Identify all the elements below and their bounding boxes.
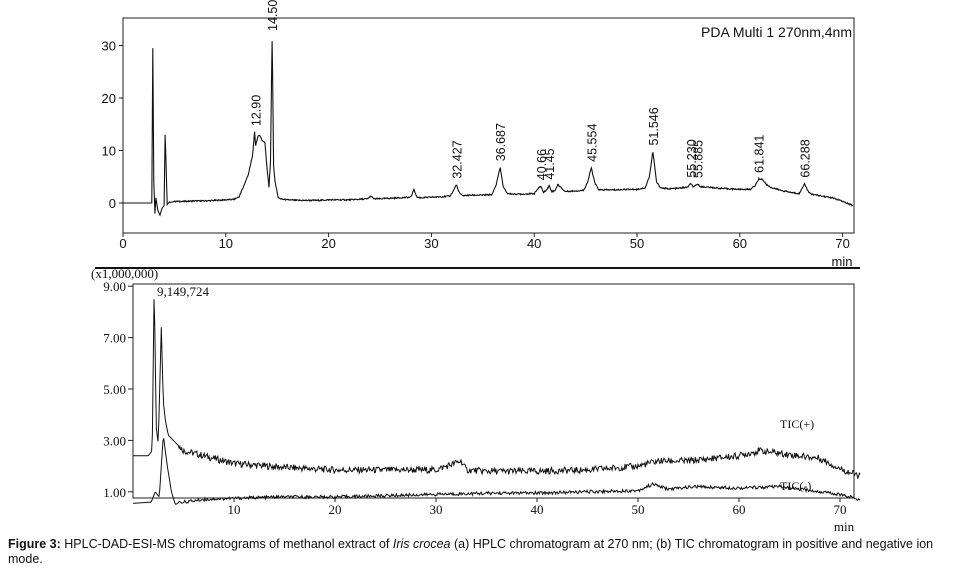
- x-tick-label: 0: [119, 236, 126, 251]
- chromatogram-figure: PDA Multi 1 270nm,4nm 0 10 20 30 40 50 60 70 0 10…: [91, 0, 861, 534]
- x-tick-label: 50: [632, 502, 645, 517]
- y-tick-label: 9.00: [103, 279, 126, 294]
- figure-caption: Figure 3: HPLC-DAD-ESI-MS chromatograms …: [8, 537, 953, 567]
- x-tick-label: 60: [733, 502, 746, 517]
- x-tick-label: 30: [430, 502, 443, 517]
- peak-label: 32.427: [450, 140, 464, 178]
- caption-text-before: HPLC-DAD-ESI-MS chromatograms of methano…: [60, 537, 393, 551]
- x-tick-label: 70: [834, 502, 847, 517]
- x-tick-label: 20: [321, 236, 335, 251]
- peak-label: 41.45: [543, 148, 557, 179]
- panel-b-x-unit: min: [834, 519, 855, 534]
- tic-positive-label: TIC(+): [780, 417, 814, 431]
- x-tick-label: 70: [835, 236, 849, 251]
- panel-a-annotation: PDA Multi 1 270nm,4nm: [701, 24, 852, 40]
- tic-negative-line: [132, 438, 861, 506]
- panel-a-axes: 0 10 20 30 40 50 60 70 0 10 20 30: [102, 39, 850, 252]
- y-tick-label: 7.00: [103, 331, 126, 346]
- y-tick-label: 10: [102, 144, 116, 159]
- x-tick-label: 40: [527, 236, 541, 251]
- x-tick-label: 20: [329, 502, 342, 517]
- peak-label: 66.288: [798, 139, 812, 177]
- peak-label: 51.546: [647, 107, 661, 145]
- x-tick-label: 60: [733, 236, 747, 251]
- caption-text-after: (a) HPLC chromatogram at 270 nm; (b) TIC…: [8, 537, 934, 566]
- peak-label: 61.841: [753, 135, 767, 173]
- caption-species: Iris crocea: [392, 537, 451, 551]
- y-tick-label: 5.00: [103, 382, 126, 397]
- x-tick-label: 40: [531, 502, 544, 517]
- peak-label: 36.687: [494, 123, 508, 161]
- panel-b-frame: [132, 283, 855, 499]
- x-tick-label: 10: [219, 236, 233, 251]
- tic-negative-label: TIC(-): [780, 479, 811, 493]
- peak-label: 55.230: [685, 139, 699, 177]
- peak-label: 14.508: [266, 0, 280, 31]
- x-tick-label: 30: [424, 236, 438, 251]
- y-tick-label: 1.00: [103, 485, 126, 500]
- y-tick-label: 3.00: [103, 433, 126, 448]
- panel-b-annotation: 9,149,724: [157, 284, 210, 299]
- panel-a-frame: [122, 17, 855, 234]
- panel-b-axes: 10 20 30 40 50 60 70 1.00 3.00 5.00 7.00 9.00: [103, 279, 846, 517]
- peak-label: 55.885: [691, 140, 705, 178]
- panel-a-x-unit: min: [832, 254, 853, 269]
- y-tick-label: 20: [102, 91, 116, 106]
- y-tick-label: 0: [109, 196, 116, 211]
- peak-label: 12.90: [250, 95, 264, 126]
- tic-positive-line: [133, 299, 861, 479]
- panel-a-chromatogram-line: [123, 41, 854, 217]
- panel-b-axis-multiplier: (x1,000,000): [91, 266, 158, 281]
- y-tick-label: 30: [102, 39, 116, 54]
- tic-chromatogram-panel: (x1,000,000) 9,149,724 10 20 30 40 50 60 70 1.0…: [91, 266, 861, 534]
- peak-label: 45.554: [585, 124, 599, 162]
- x-tick-label: 50: [630, 236, 644, 251]
- x-tick-label: 10: [228, 502, 241, 517]
- peak-label: 40.66: [535, 149, 549, 180]
- hplc-chromatogram-panel: PDA Multi 1 270nm,4nm 0 10 20 30 40 50 60 70 0 10…: [102, 0, 855, 269]
- caption-label: Figure 3:: [8, 537, 61, 551]
